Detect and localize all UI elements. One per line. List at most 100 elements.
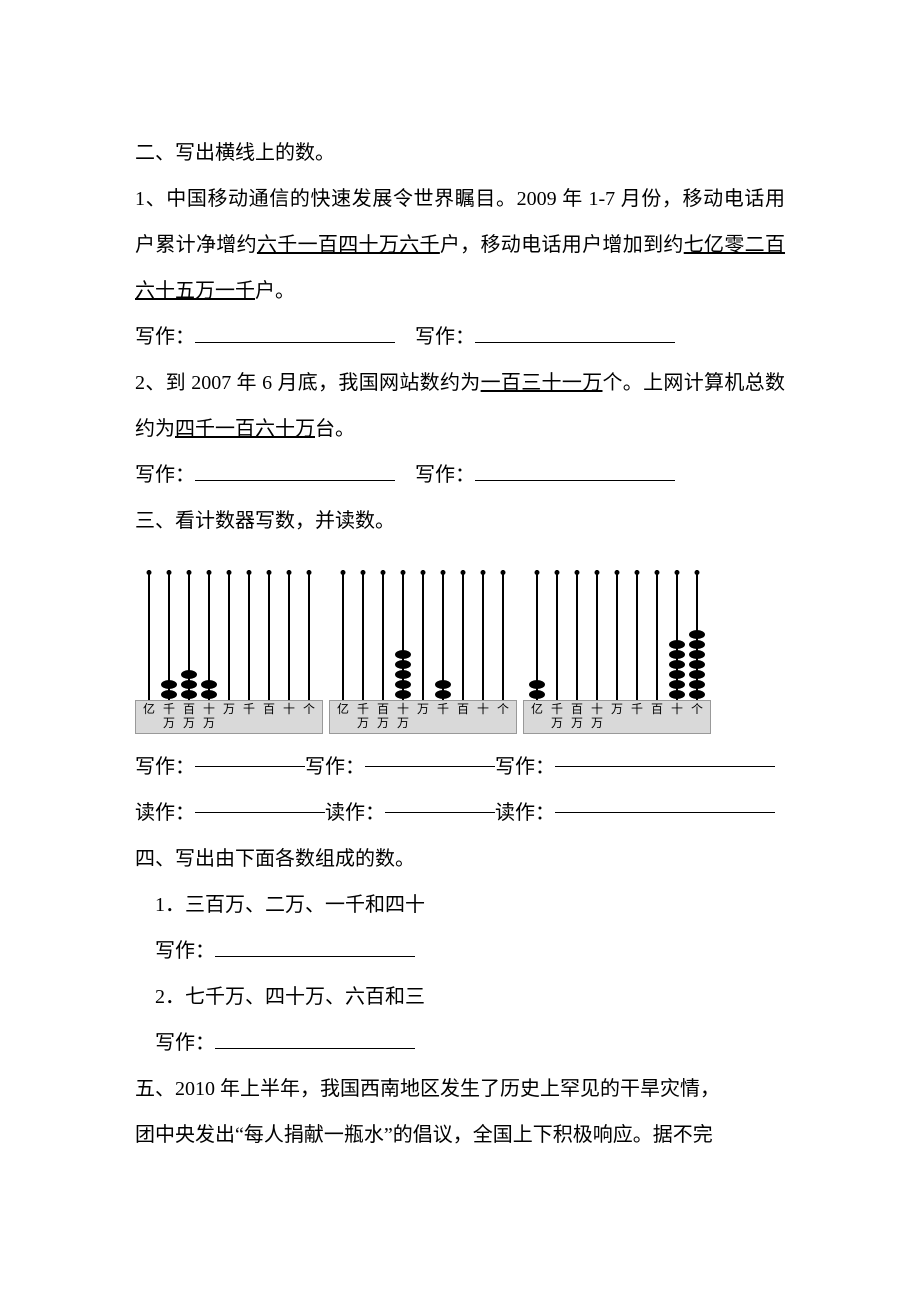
answer-blank[interactable] xyxy=(215,1026,415,1049)
abacus-labels: 亿千万百万十万万千百十个 xyxy=(135,700,323,734)
read-label: 读作： xyxy=(495,790,555,836)
abacus-bead xyxy=(181,670,197,679)
place-label: 十 xyxy=(667,703,687,731)
place-label: 个 xyxy=(493,703,513,731)
abacus-rod xyxy=(333,570,353,700)
place-label: 十 xyxy=(279,703,299,731)
answer-blank[interactable] xyxy=(195,320,395,343)
abacus-bead xyxy=(689,670,705,679)
answer-blank[interactable] xyxy=(215,934,415,957)
abacus-rod xyxy=(473,570,493,700)
abacus-bead xyxy=(435,690,451,699)
abacus-bead xyxy=(395,660,411,669)
place-label: 亿 xyxy=(139,703,159,731)
abacus-rod xyxy=(627,570,647,700)
abacus-rod xyxy=(259,570,279,700)
q2-underlined-1: 一百三十一万 xyxy=(481,372,603,394)
section-5-line2: 团中央发出“每人捐献一瓶水”的倡议，全国上下积极响应。据不完 xyxy=(135,1112,785,1158)
abacus-rod xyxy=(159,570,179,700)
abacus-bead xyxy=(435,680,451,689)
rod-top-dot xyxy=(635,570,640,575)
abacus-bead xyxy=(181,680,197,689)
abacus-bead xyxy=(669,640,685,649)
abacus-bead xyxy=(529,690,545,699)
place-label: 万 xyxy=(607,703,627,731)
read-label: 读作： xyxy=(135,790,195,836)
write-label: 写作： xyxy=(305,744,365,790)
answer-blank[interactable] xyxy=(555,790,775,813)
abacus-rod xyxy=(199,570,219,700)
abacus-rod xyxy=(393,570,413,700)
place-label: 个 xyxy=(687,703,707,731)
place-label: 千 xyxy=(239,703,259,731)
answer-blank[interactable] xyxy=(475,458,675,481)
abacus-rod xyxy=(587,570,607,700)
place-label: 百 xyxy=(647,703,667,731)
section-2-q1-answers: 写作： 写作： xyxy=(135,314,785,360)
abacus-bead xyxy=(395,650,411,659)
write-label: 写作： xyxy=(495,744,555,790)
q2-text-1: 2、到 2007 年 6 月底，我国网站数约为 xyxy=(135,372,481,394)
place-label: 十万 xyxy=(587,703,607,731)
abacus-bead xyxy=(669,650,685,659)
abacus-rod xyxy=(279,570,299,700)
rod-top-dot xyxy=(247,570,252,575)
answer-blank[interactable] xyxy=(365,744,495,767)
abacus-rods xyxy=(135,570,323,700)
rod-top-dot xyxy=(501,570,506,575)
write-label: 写作： xyxy=(155,940,215,962)
abacus-rods xyxy=(523,570,711,700)
place-label: 十万 xyxy=(199,703,219,731)
abacus-bead xyxy=(201,680,217,689)
abacus-rod xyxy=(373,570,393,700)
answer-blank[interactable] xyxy=(385,790,495,813)
rod-top-dot xyxy=(461,570,466,575)
answer-blank[interactable] xyxy=(195,790,325,813)
section-2-q1: 1、中国移动通信的快速发展令世界瞩目。2009 年 1-7 月份，移动电话用户累… xyxy=(135,176,785,314)
abacus-row: 亿千万百万十万万千百十个亿千万百万十万万千百十个亿千万百万十万万千百十个 xyxy=(135,564,785,734)
abacus-rod xyxy=(353,570,373,700)
rod-top-dot xyxy=(441,570,446,575)
rod-top-dot xyxy=(481,570,486,575)
write-label: 写作： xyxy=(135,744,195,790)
abacus-rods xyxy=(329,570,517,700)
abacus-bead xyxy=(669,660,685,669)
place-label: 个 xyxy=(299,703,319,731)
rod-top-dot xyxy=(287,570,292,575)
place-label: 千万 xyxy=(353,703,373,731)
abacus-bead xyxy=(395,690,411,699)
abacus-rod xyxy=(433,570,453,700)
place-label: 十万 xyxy=(393,703,413,731)
answer-blank[interactable] xyxy=(475,320,675,343)
answer-blank[interactable] xyxy=(555,744,775,767)
abacus-bead xyxy=(181,690,197,699)
rod-top-dot xyxy=(147,570,152,575)
section-2-q2-answers: 写作： 写作： xyxy=(135,452,785,498)
answer-blank[interactable] xyxy=(195,744,305,767)
rod-top-dot xyxy=(555,570,560,575)
abacus-bead xyxy=(161,690,177,699)
rod-top-dot xyxy=(381,570,386,575)
section-2-heading: 二、写出横线上的数。 xyxy=(135,130,785,176)
abacus-rod xyxy=(453,570,473,700)
abacus-bead xyxy=(201,690,217,699)
place-label: 万 xyxy=(219,703,239,731)
rod-top-dot xyxy=(267,570,272,575)
q2-text-3: 台。 xyxy=(315,418,355,440)
abacus-rod xyxy=(219,570,239,700)
place-label: 千 xyxy=(433,703,453,731)
rod-top-dot xyxy=(307,570,312,575)
section-4-q1-answer: 写作： xyxy=(135,928,785,974)
rod-top-dot xyxy=(575,570,580,575)
section-4-q1: 1．三百万、二万、一千和四十 xyxy=(135,882,785,928)
abacus-labels: 亿千万百万十万万千百十个 xyxy=(523,700,711,734)
abacus-bead xyxy=(395,680,411,689)
rod-top-dot xyxy=(695,570,700,575)
abacus-bead xyxy=(669,670,685,679)
worksheet-page: 二、写出横线上的数。 1、中国移动通信的快速发展令世界瞩目。2009 年 1-7… xyxy=(0,0,920,1302)
answer-blank[interactable] xyxy=(195,458,395,481)
place-label: 万 xyxy=(413,703,433,731)
abacus-bead xyxy=(529,680,545,689)
section-4-heading: 四、写出由下面各数组成的数。 xyxy=(135,836,785,882)
abacus-3: 亿千万百万十万万千百十个 xyxy=(523,564,711,734)
